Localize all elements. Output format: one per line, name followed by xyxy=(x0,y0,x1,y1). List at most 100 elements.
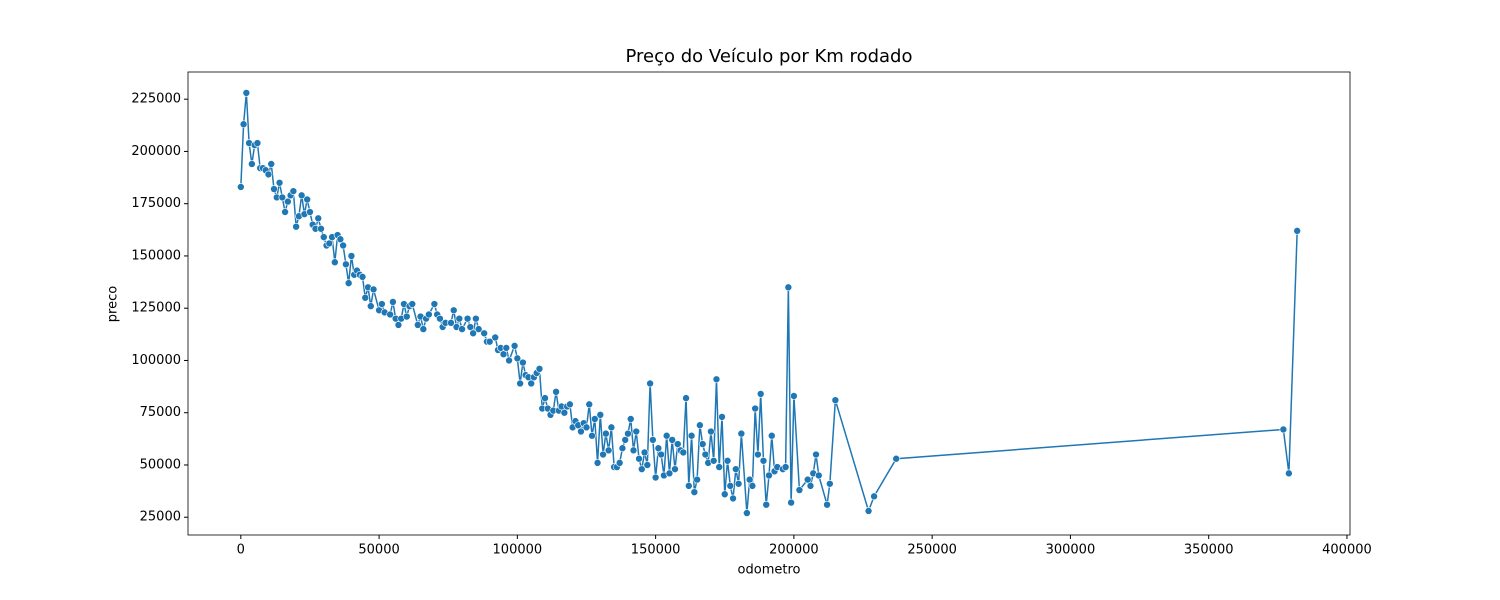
data-point xyxy=(662,431,671,440)
data-point xyxy=(458,325,466,333)
data-point xyxy=(604,446,613,455)
data-point xyxy=(325,239,334,248)
data-point xyxy=(336,235,345,244)
data-point xyxy=(239,120,248,129)
data-point xyxy=(552,388,560,396)
y-tick-label: 175000 xyxy=(131,196,181,211)
x-tick-label: 0 xyxy=(237,543,245,558)
data-point xyxy=(342,260,350,269)
data-point xyxy=(447,319,455,327)
data-point xyxy=(626,415,635,423)
data-point xyxy=(637,465,646,473)
data-point xyxy=(803,475,812,484)
y-tick-label: 150000 xyxy=(131,248,181,263)
data-point xyxy=(366,302,375,310)
data-point xyxy=(455,314,464,323)
data-point xyxy=(474,325,483,333)
data-point xyxy=(535,365,544,373)
data-point xyxy=(499,350,508,358)
data-point xyxy=(588,431,596,440)
data-point xyxy=(690,488,699,496)
y-tick-label: 50000 xyxy=(140,457,181,472)
data-point xyxy=(566,400,574,409)
x-tick-label: 200000 xyxy=(769,543,819,558)
data-point xyxy=(469,329,477,338)
data-point xyxy=(560,408,569,417)
data-point xyxy=(679,448,688,457)
data-point xyxy=(237,183,245,191)
data-point xyxy=(466,323,475,331)
data-point xyxy=(270,185,278,193)
data-point xyxy=(331,258,339,267)
y-axis-label: preco xyxy=(106,286,121,322)
data-point xyxy=(602,429,610,438)
x-tick-label: 350000 xyxy=(1184,543,1234,558)
data-point xyxy=(242,89,251,97)
data-point xyxy=(1285,469,1293,478)
data-point xyxy=(419,325,428,333)
data-point xyxy=(491,333,500,342)
data-point xyxy=(618,444,627,453)
data-point xyxy=(632,427,641,436)
data-point xyxy=(748,482,757,490)
data-point xyxy=(402,312,411,321)
y-tick-label: 100000 xyxy=(131,353,181,368)
data-point xyxy=(472,314,480,323)
data-point xyxy=(643,461,652,469)
data-point xyxy=(826,479,834,488)
data-point xyxy=(759,456,768,465)
data-point xyxy=(502,344,511,352)
data-point xyxy=(790,392,798,400)
data-point xyxy=(284,197,292,206)
data-point xyxy=(369,285,378,294)
data-point xyxy=(361,293,370,302)
data-point xyxy=(668,436,677,444)
chart-title: Preço do Veículo por Km rodado xyxy=(626,46,913,67)
data-point xyxy=(480,329,488,338)
data-point xyxy=(306,208,314,216)
data-point xyxy=(347,252,356,260)
data-point xyxy=(275,178,284,187)
data-point xyxy=(649,436,657,444)
data-point xyxy=(408,300,417,308)
data-point xyxy=(737,429,746,438)
x-axis-label: odometro xyxy=(738,563,801,578)
data-point xyxy=(378,300,386,308)
data-point xyxy=(646,379,654,388)
data-point xyxy=(812,450,820,459)
data-point xyxy=(527,379,535,388)
data-point xyxy=(519,358,527,367)
data-point xyxy=(615,459,624,467)
data-point xyxy=(870,492,878,501)
data-point xyxy=(673,440,682,448)
data-line xyxy=(240,92,1298,514)
data-point xyxy=(505,356,513,365)
data-point xyxy=(718,413,726,421)
data-point xyxy=(651,473,660,482)
data-point xyxy=(734,479,743,488)
data-point xyxy=(485,337,494,346)
data-point xyxy=(687,431,696,440)
data-point xyxy=(814,471,823,480)
data-point xyxy=(621,436,630,444)
data-point xyxy=(278,193,287,202)
data-point xyxy=(745,475,754,484)
data-point xyxy=(732,465,740,473)
data-point xyxy=(784,283,793,292)
data-point xyxy=(267,160,276,168)
data-point xyxy=(657,450,665,459)
data-point xyxy=(414,321,422,329)
data-point xyxy=(682,394,690,402)
x-tick-label: 250000 xyxy=(907,543,957,558)
data-point xyxy=(831,396,840,404)
data-point xyxy=(344,279,353,287)
y-tick-label: 125000 xyxy=(131,301,181,316)
data-point xyxy=(729,494,737,503)
data-point xyxy=(693,475,701,484)
data-point xyxy=(314,214,323,223)
data-point xyxy=(756,390,765,398)
data-point xyxy=(253,139,262,147)
data-point xyxy=(248,160,256,168)
